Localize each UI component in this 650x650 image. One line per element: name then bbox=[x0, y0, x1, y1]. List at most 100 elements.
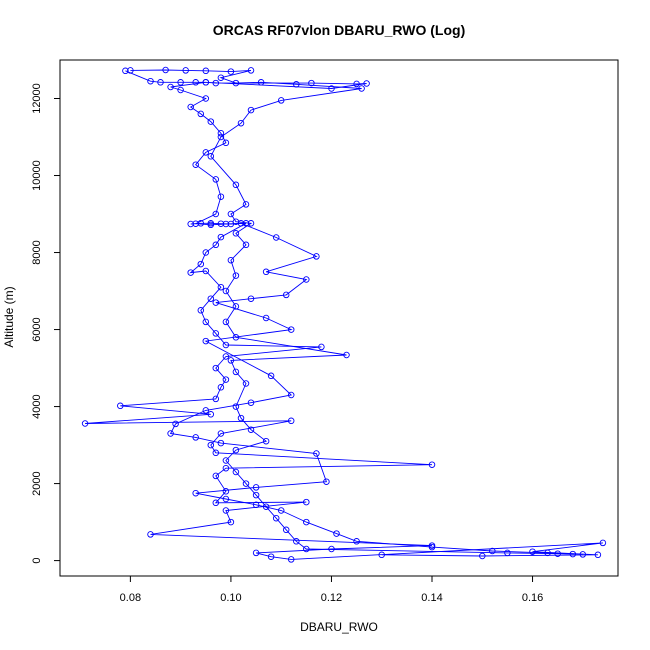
y-tick-label: 8000 bbox=[31, 240, 43, 264]
data-point bbox=[262, 437, 270, 445]
data-point bbox=[252, 484, 260, 491]
data-point bbox=[242, 241, 250, 249]
x-axis-label: DBARU_RWO bbox=[300, 620, 378, 634]
data-point bbox=[282, 526, 290, 534]
data-point bbox=[272, 514, 280, 522]
data-point bbox=[212, 330, 220, 337]
data-point bbox=[192, 161, 199, 168]
data-point bbox=[232, 403, 240, 410]
data-point bbox=[222, 507, 230, 514]
data-point bbox=[177, 79, 184, 86]
data-point bbox=[202, 149, 210, 156]
data-point bbox=[232, 272, 240, 279]
data-point bbox=[353, 80, 360, 88]
data-point bbox=[599, 539, 607, 547]
y-tick-label: 2000 bbox=[31, 471, 43, 495]
data-point bbox=[267, 372, 275, 380]
data-point bbox=[222, 488, 230, 495]
data-point bbox=[242, 201, 250, 208]
data-point bbox=[207, 220, 215, 227]
data-point bbox=[232, 230, 240, 237]
data-point bbox=[222, 495, 230, 503]
data-point bbox=[217, 193, 225, 200]
data-point bbox=[303, 498, 310, 506]
data-point bbox=[313, 450, 320, 457]
y-tick-label: 12000 bbox=[31, 83, 43, 114]
data-point bbox=[202, 67, 210, 75]
data-point bbox=[358, 85, 365, 92]
chart-title: ORCAS RF07vlon DBARU_RWO (Log) bbox=[213, 22, 466, 38]
data-point bbox=[247, 399, 255, 406]
data-point bbox=[222, 139, 230, 147]
data-point bbox=[197, 260, 205, 268]
x-tick-label: 0.12 bbox=[321, 592, 342, 604]
data-point bbox=[207, 295, 215, 302]
data-point bbox=[232, 368, 240, 376]
data-point bbox=[212, 499, 220, 507]
data-point bbox=[117, 402, 124, 410]
data-point bbox=[252, 501, 260, 509]
data-series-3 bbox=[167, 220, 577, 558]
data-point bbox=[122, 67, 129, 75]
data-point bbox=[217, 430, 225, 437]
data-point bbox=[247, 295, 255, 302]
data-point bbox=[293, 538, 300, 545]
data-point bbox=[227, 210, 235, 218]
data-point bbox=[212, 299, 220, 306]
data-point bbox=[162, 66, 169, 74]
data-point bbox=[363, 80, 370, 87]
data-point bbox=[217, 220, 225, 227]
data-point bbox=[318, 343, 325, 351]
data-point bbox=[202, 407, 210, 414]
data-point bbox=[227, 357, 235, 364]
data-point bbox=[212, 241, 220, 249]
data-point bbox=[192, 489, 199, 497]
data-point bbox=[207, 118, 215, 125]
data-point bbox=[343, 351, 350, 359]
data-point bbox=[172, 420, 179, 428]
data-point bbox=[147, 531, 154, 538]
data-point bbox=[202, 318, 210, 326]
data-point bbox=[428, 543, 436, 551]
data-point bbox=[212, 176, 220, 183]
data-point bbox=[217, 283, 225, 291]
data-point bbox=[197, 220, 205, 227]
data-point bbox=[212, 449, 220, 457]
data-point bbox=[303, 276, 310, 283]
series-line bbox=[85, 70, 603, 560]
data-series-2 bbox=[127, 66, 587, 558]
data-point bbox=[212, 364, 220, 372]
x-axis-ticks: 0.08 0.10 0.12 0.14 0.16 bbox=[120, 576, 543, 604]
data-point bbox=[272, 234, 280, 241]
data-point bbox=[237, 119, 245, 127]
data-point bbox=[167, 83, 174, 91]
data-point bbox=[242, 380, 250, 387]
data-point bbox=[222, 287, 230, 295]
data-point bbox=[227, 256, 235, 264]
data-point bbox=[544, 549, 551, 557]
data-point bbox=[207, 411, 215, 418]
data-point bbox=[247, 67, 255, 74]
data-point bbox=[197, 307, 205, 314]
data-point bbox=[212, 79, 220, 87]
x-tick-label: 0.16 bbox=[522, 592, 543, 604]
data-point bbox=[237, 414, 245, 422]
data-point bbox=[262, 314, 270, 322]
plot-frame bbox=[59, 59, 619, 577]
data-point bbox=[378, 551, 385, 559]
data-point bbox=[187, 269, 194, 276]
data-point bbox=[303, 545, 310, 553]
data-point bbox=[202, 249, 210, 256]
data-point bbox=[247, 426, 255, 433]
data-point bbox=[237, 220, 245, 227]
data-point bbox=[262, 268, 270, 276]
data-point bbox=[187, 103, 194, 111]
data-point bbox=[247, 106, 255, 114]
y-axis-ticks: 0 2000 4000 6000 8000 10000 12000 bbox=[31, 83, 60, 564]
data-point bbox=[202, 337, 210, 345]
data-point bbox=[428, 461, 436, 468]
data-point bbox=[192, 434, 199, 441]
data-point bbox=[222, 341, 230, 349]
